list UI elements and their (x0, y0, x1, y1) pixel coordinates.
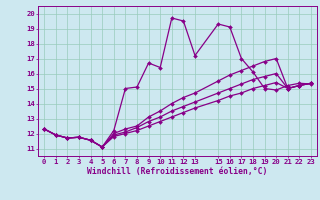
X-axis label: Windchill (Refroidissement éolien,°C): Windchill (Refroidissement éolien,°C) (87, 167, 268, 176)
